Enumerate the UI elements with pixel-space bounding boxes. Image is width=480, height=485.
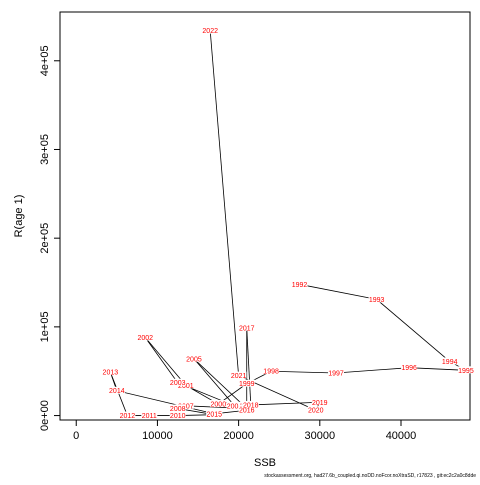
trajectory-segment	[144, 337, 179, 383]
data-point-label: 2015	[206, 411, 222, 418]
point-label-background	[206, 409, 223, 417]
point-label-background	[102, 368, 119, 376]
point-label-background	[263, 367, 280, 375]
point-label-background	[137, 333, 154, 341]
data-point-label: 2003	[170, 380, 186, 387]
data-point-label: 2020	[308, 408, 324, 415]
data-point-label: 2007	[178, 403, 194, 410]
point-label-background	[202, 26, 219, 34]
y-tick-label: 3e+05	[39, 134, 51, 165]
trajectory-segment	[209, 30, 240, 376]
point-label-background	[185, 354, 202, 362]
footer-caption: stockassessment.org, had27.6b_coupled.qi…	[264, 473, 476, 479]
point-label-background	[441, 357, 458, 365]
x-tick-label: 10000	[142, 430, 173, 442]
point-label-background	[368, 295, 385, 303]
y-axis-ticks: 0e+00 1e+05 2e+05 3e+05 4e+05	[39, 45, 60, 431]
point-label-background	[169, 404, 186, 412]
point-label-background	[457, 366, 474, 374]
point-label-background	[210, 400, 227, 408]
data-point-label: 1995	[458, 368, 474, 375]
trajectory-segment	[409, 367, 466, 371]
point-label-background	[119, 411, 136, 419]
point-label-background	[307, 406, 324, 414]
data-point-label: 1992	[292, 282, 308, 289]
data-point-label: 2004	[227, 403, 243, 410]
point-label-background	[230, 371, 247, 379]
x-tick-label: 20000	[223, 430, 254, 442]
trajectory-segment	[299, 283, 377, 300]
y-tick-label: 2e+05	[39, 223, 51, 254]
trajectory-segment	[246, 327, 252, 405]
data-point-label: 1994	[442, 359, 458, 366]
y-tick-label: 0e+00	[39, 400, 51, 431]
point-label-background	[328, 368, 345, 376]
data-point-label: 2008	[170, 406, 186, 413]
point-label-background	[177, 401, 194, 409]
trajectory-segment	[116, 390, 215, 415]
data-point-label: 1993	[369, 297, 385, 304]
x-tick-label: 40000	[386, 430, 417, 442]
x-axis-title: SSB	[254, 457, 276, 469]
x-tick-label: 0	[73, 430, 79, 442]
plot-frame	[59, 11, 471, 421]
y-tick-label: 4e+05	[39, 45, 51, 76]
y-axis-title: R(age 1)	[13, 195, 25, 238]
data-point-label: 2012	[120, 413, 136, 420]
data-point-label: 2002	[137, 335, 153, 342]
trajectory-segment	[376, 299, 450, 362]
point-label-background	[401, 363, 418, 371]
point-label-background	[311, 398, 328, 406]
point-label-background	[169, 411, 186, 419]
data-point-label: 2016	[239, 408, 255, 415]
point-label-background	[169, 378, 186, 386]
trajectory-segment	[144, 337, 187, 386]
data-point-label: 2010	[170, 413, 186, 420]
data-point-label: 2021	[231, 373, 247, 380]
point-label-background	[238, 379, 255, 387]
data-point-label: 2022	[202, 28, 218, 35]
data-point-label: 2005	[186, 356, 202, 363]
x-axis-ticks: 0 10000 20000 30000 40000	[73, 420, 416, 442]
point-label-background	[177, 381, 194, 389]
point-label-background	[238, 406, 255, 414]
trajectory-lines	[109, 30, 467, 416]
data-point-label: 1999	[239, 381, 255, 388]
trajectory-segment	[193, 358, 235, 407]
point-label-background	[242, 400, 259, 408]
x-tick-label: 30000	[305, 430, 336, 442]
data-point-label: 2018	[243, 402, 259, 409]
trajectory-segment	[271, 370, 337, 374]
data-point-label: 2001	[178, 383, 194, 390]
data-point-label: 1998	[263, 369, 279, 376]
point-label-background	[141, 411, 158, 419]
point-label-background	[291, 280, 308, 288]
point-label-background	[226, 401, 243, 409]
data-point-label: 2019	[312, 400, 328, 407]
point-label-background	[108, 386, 125, 394]
data-point-label: 2017	[239, 325, 255, 332]
data-point-label: 2011	[142, 413, 157, 420]
trajectory-segment	[336, 367, 410, 374]
trajectory-segment	[193, 358, 248, 409]
point-label-background	[238, 323, 255, 331]
data-point-label: 2013	[103, 370, 119, 377]
data-point-label: 1996	[401, 365, 417, 372]
y-tick-label: 1e+05	[39, 311, 51, 342]
data-point-label: 2000	[211, 402, 227, 409]
data-point-label: 1997	[328, 370, 344, 377]
trajectory-segment	[250, 401, 320, 406]
data-point-label: 2014	[109, 388, 125, 395]
